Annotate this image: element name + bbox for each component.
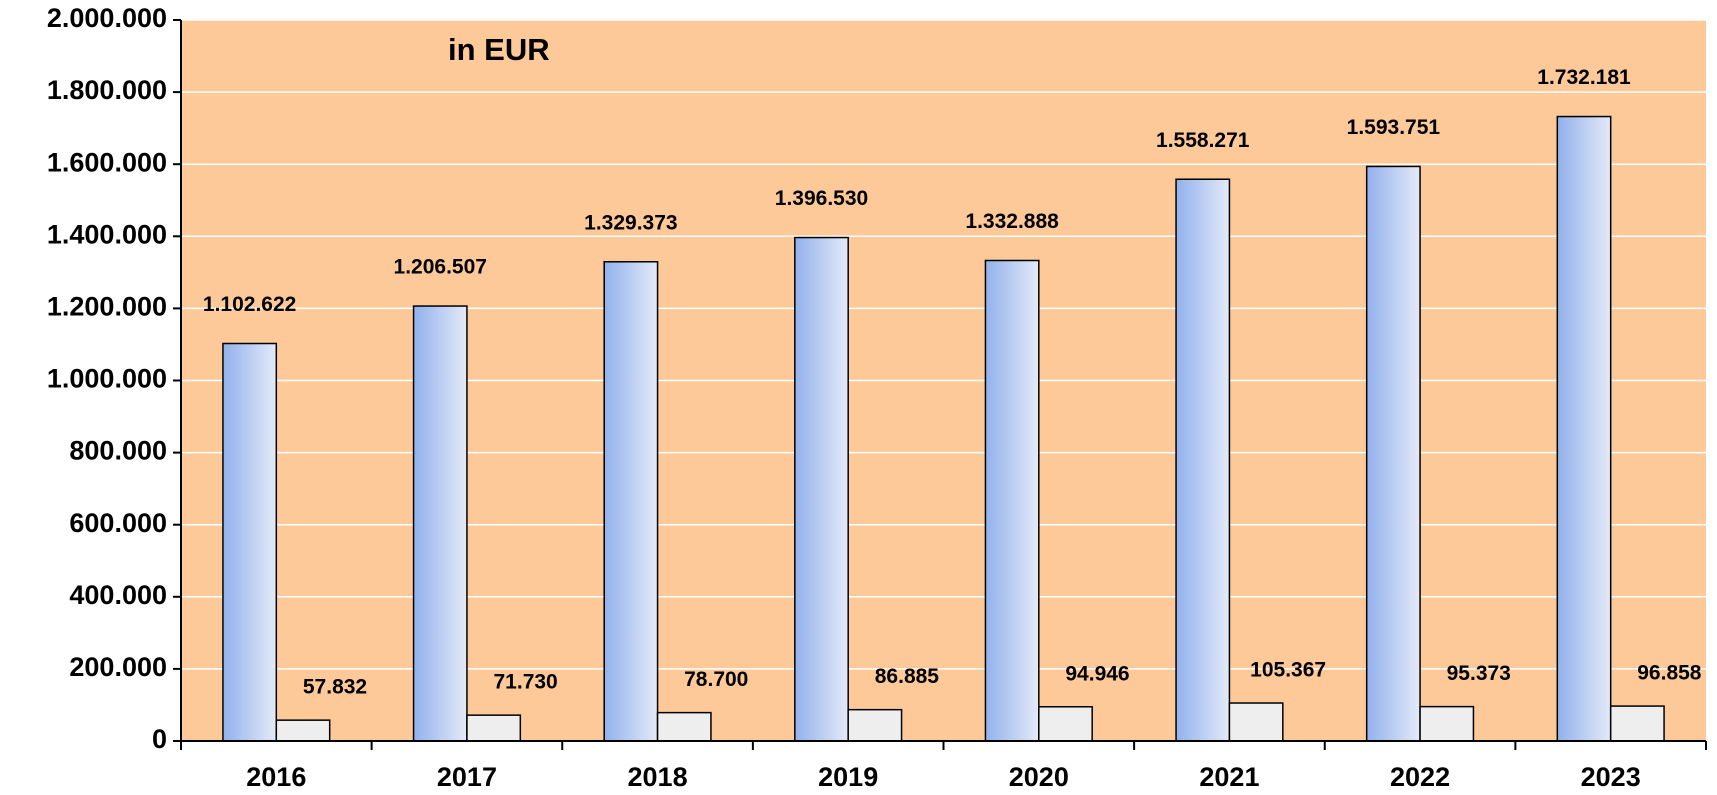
y-tick-label: 600.000 — [69, 508, 167, 538]
bar — [984, 259, 1040, 742]
value-label: 95.373 — [1447, 662, 1511, 685]
bar — [1228, 702, 1284, 742]
y-tick-label: 1.400.000 — [47, 219, 167, 249]
x-tick-label: 2022 — [1390, 762, 1450, 792]
value-label: 96.858 — [1637, 662, 1702, 685]
value-label: 1.102.622 — [203, 293, 296, 316]
bar — [275, 719, 331, 742]
y-tick-label: 400.000 — [69, 580, 167, 610]
value-label: 57.832 — [303, 676, 367, 699]
bar — [1556, 115, 1612, 742]
value-label: 105.367 — [1250, 659, 1326, 682]
y-tick-label: 1.800.000 — [47, 75, 167, 105]
value-label: 1.558.271 — [1156, 129, 1250, 152]
bar — [1419, 705, 1475, 742]
x-tick-label: 2018 — [628, 762, 688, 792]
value-label: 86.885 — [875, 665, 940, 688]
value-label: 94.946 — [1065, 662, 1129, 685]
bar — [412, 305, 468, 742]
bar — [1609, 705, 1665, 742]
value-label: 1.332.888 — [965, 210, 1059, 233]
annotation: in EUR — [448, 32, 550, 67]
value-label: 1.593.751 — [1347, 116, 1441, 139]
y-tick-label: 200.000 — [69, 652, 167, 682]
x-tick-label: 2016 — [246, 762, 306, 792]
bar — [656, 711, 712, 742]
value-label: 78.700 — [684, 668, 748, 691]
value-label: 1.396.530 — [775, 187, 868, 210]
bar — [847, 708, 903, 742]
x-tick-label: 2020 — [1009, 762, 1069, 792]
bar — [1175, 178, 1231, 742]
bar — [466, 714, 522, 742]
bar — [1365, 165, 1421, 742]
y-tick-label: 1.600.000 — [47, 147, 167, 177]
bar — [222, 342, 278, 742]
bar — [1038, 706, 1093, 742]
bar — [794, 236, 849, 742]
value-label: 71.730 — [494, 671, 558, 694]
y-tick-label: 0 — [152, 724, 167, 754]
x-tick-label: 2019 — [818, 762, 878, 792]
x-tick-label: 2017 — [437, 762, 497, 792]
value-label: 1.206.507 — [394, 256, 487, 279]
y-tick-label: 1.000.000 — [47, 364, 167, 394]
bar — [603, 261, 659, 742]
y-tick-label: 800.000 — [69, 436, 167, 466]
y-tick-label: 1.200.000 — [47, 292, 167, 322]
x-tick-label: 2023 — [1581, 762, 1641, 792]
x-tick-label: 2021 — [1199, 762, 1259, 792]
y-tick-label: 2.000.000 — [47, 3, 167, 33]
value-label: 1.732.181 — [1537, 66, 1631, 89]
value-label: 1.329.373 — [584, 211, 677, 234]
